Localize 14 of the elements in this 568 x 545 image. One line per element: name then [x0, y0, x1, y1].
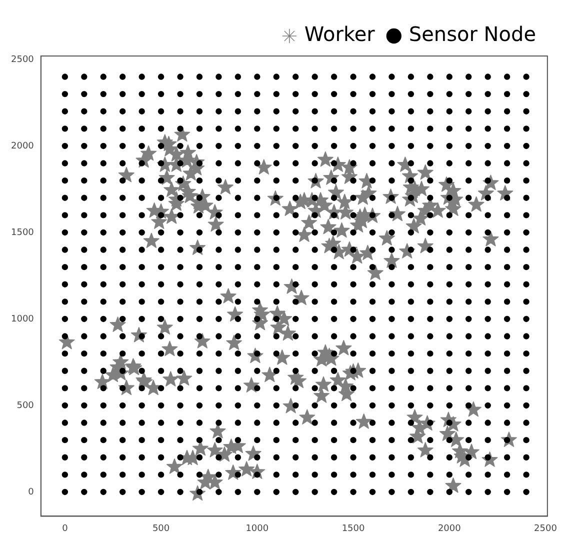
y-tick-label: 2500: [11, 54, 34, 65]
x-tick-label: 1500: [342, 524, 366, 534]
legend-label: Sensor Node: [408, 22, 536, 46]
x-tick-label: 2500: [534, 524, 558, 534]
x-tick-label: 500: [152, 524, 170, 534]
y-tick-label: 500: [16, 400, 34, 411]
x-tick-label: 0: [62, 524, 68, 534]
x-tick-label: 1000: [246, 524, 269, 534]
x-tick-label: 2000: [438, 524, 462, 534]
y-tick-label: 2000: [11, 141, 34, 152]
y-tick-label: 1000: [11, 314, 34, 324]
legend-label: Worker: [304, 22, 376, 46]
y-tick-label: 0: [28, 487, 34, 498]
y-tick-label: 1500: [11, 228, 34, 238]
